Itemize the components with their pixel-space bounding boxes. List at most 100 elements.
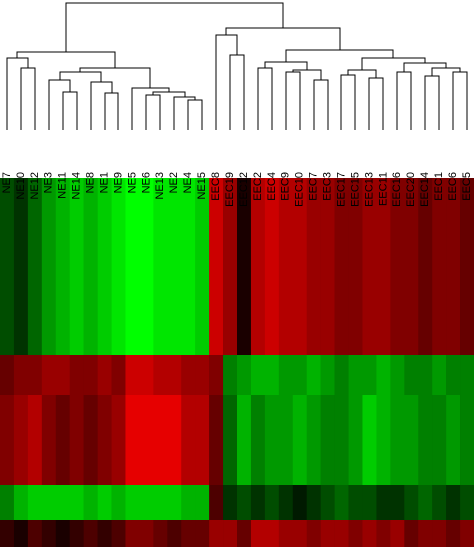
dendrogram-branch xyxy=(187,99,203,130)
heatmap-cell xyxy=(334,395,349,485)
dendrogram-branch xyxy=(104,92,119,130)
heatmap-cell xyxy=(460,520,474,547)
heatmap-cell xyxy=(250,178,266,355)
column-label: NE3 xyxy=(43,172,55,193)
heatmap-cell xyxy=(83,178,98,355)
heatmap-cell xyxy=(418,178,433,355)
heatmap-cell xyxy=(111,485,126,520)
heatmap-cell xyxy=(446,395,461,485)
column-label: NE9 xyxy=(112,172,124,193)
dendrogram-branch xyxy=(396,71,412,130)
column-label: EEC1 xyxy=(433,172,445,201)
heatmap-cell xyxy=(69,395,84,485)
dendrogram-branch xyxy=(145,94,161,130)
heatmap-cell xyxy=(250,520,266,547)
heatmap-cell xyxy=(167,485,182,520)
column-label: EEC14 xyxy=(419,172,431,207)
heatmap-cell xyxy=(250,485,266,520)
heatmap-cell xyxy=(362,355,377,395)
heatmap-cell xyxy=(41,355,57,395)
heatmap-cell xyxy=(195,178,210,355)
heatmap-cell xyxy=(460,395,474,485)
heatmap-cell xyxy=(97,178,112,355)
heatmap-cell xyxy=(195,355,210,395)
heatmap-cell xyxy=(418,395,433,485)
heatmap-cell xyxy=(181,520,196,547)
dendrogram-branch xyxy=(313,79,329,130)
dendrogram-branch xyxy=(20,67,36,130)
heatmap-cell xyxy=(181,355,196,395)
heatmap-cell xyxy=(181,395,196,485)
column-label: NE5 xyxy=(126,172,138,193)
heatmap-cell xyxy=(139,178,154,355)
heatmap-cell xyxy=(278,395,294,485)
column-label: NE2 xyxy=(168,172,180,193)
heatmap-cell xyxy=(334,178,349,355)
heatmap-cell xyxy=(209,395,224,485)
heatmap-cell xyxy=(432,355,447,395)
heatmap-cell xyxy=(209,178,224,355)
heatmap-cell xyxy=(41,178,57,355)
heatmap-cell xyxy=(250,395,266,485)
heatmap-cell xyxy=(111,395,126,485)
heatmap-cell xyxy=(125,355,140,395)
heatmap-cell xyxy=(209,355,224,395)
heatmap-cell xyxy=(376,395,391,485)
column-label: NE4 xyxy=(182,172,194,193)
heatmap-cell xyxy=(446,355,461,395)
heatmap-cell xyxy=(97,520,112,547)
heatmap-cell xyxy=(362,520,377,547)
heatmap-cell xyxy=(404,178,419,355)
heatmap-cell xyxy=(264,395,280,485)
heatmap-cell xyxy=(139,355,154,395)
heatmap-cell xyxy=(209,485,224,520)
column-label: EEC6 xyxy=(447,172,459,201)
heatmap-cell xyxy=(69,520,84,547)
heatmap-cell xyxy=(404,355,419,395)
column-label: EEC7 xyxy=(308,172,320,201)
dendrogram-branch xyxy=(48,79,71,130)
heatmap-cell xyxy=(432,520,447,547)
heatmap-cell xyxy=(390,520,405,547)
heatmap-cell xyxy=(306,355,321,395)
heatmap-cell xyxy=(278,178,294,355)
column-label: NE7 xyxy=(1,172,13,193)
heatmap-cell xyxy=(195,520,210,547)
column-label: EEC9 xyxy=(280,172,292,201)
heatmap-cell xyxy=(278,485,294,520)
heatmap-cell xyxy=(69,355,84,395)
heatmap-cell xyxy=(41,395,57,485)
dendrogram-branch xyxy=(340,74,356,130)
column-label: EEC17 xyxy=(335,172,347,207)
heatmap-cell xyxy=(446,520,461,547)
heatmap-cell xyxy=(55,395,71,485)
heatmap-cell xyxy=(404,395,419,485)
heatmap-cell xyxy=(83,485,98,520)
column-label: NE8 xyxy=(85,172,97,193)
heatmap-cell xyxy=(390,395,405,485)
heatmap-cell xyxy=(111,520,126,547)
heatmap-cell xyxy=(376,520,391,547)
dendrogram-branch xyxy=(285,71,301,130)
heatmap-cell xyxy=(348,520,363,547)
heatmap-cell xyxy=(306,178,321,355)
heatmap-cell xyxy=(0,178,15,355)
heatmap-cell xyxy=(0,395,15,485)
heatmap-cell xyxy=(55,485,71,520)
heatmap-cell xyxy=(209,520,224,547)
column-label: NE6 xyxy=(140,172,152,193)
heatmap-cell xyxy=(223,355,238,395)
heatmap-cell xyxy=(278,520,294,547)
heatmap-cell xyxy=(320,395,335,485)
heatmap-cell xyxy=(250,355,266,395)
heatmap-cell xyxy=(27,395,43,485)
heatmap-cell xyxy=(320,355,335,395)
column-label: EEC16 xyxy=(391,172,403,207)
heatmap-cell xyxy=(153,178,168,355)
heatmap-cell xyxy=(376,485,391,520)
heatmap-cell xyxy=(278,355,294,395)
heatmap-cell xyxy=(195,485,210,520)
heatmap-cell xyxy=(13,395,29,485)
heatmap-cell xyxy=(460,355,474,395)
